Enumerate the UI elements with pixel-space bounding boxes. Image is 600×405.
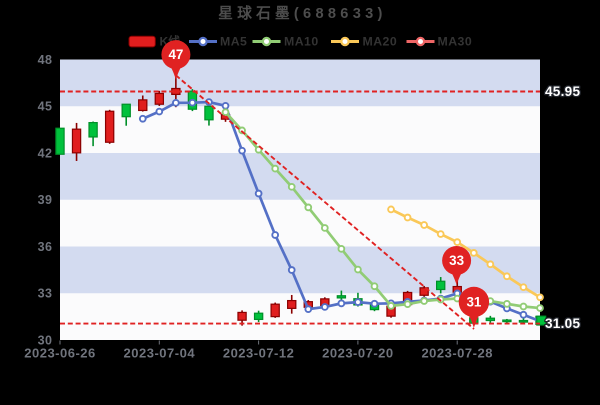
svg-text:MA5: MA5 (220, 35, 247, 49)
svg-text:47: 47 (168, 47, 183, 62)
svg-text:48: 48 (38, 53, 53, 67)
svg-text:30: 30 (38, 333, 53, 347)
svg-text:2023-07-20: 2023-07-20 (322, 346, 394, 361)
svg-text:33: 33 (449, 253, 464, 268)
svg-text:MA20: MA20 (363, 35, 398, 49)
svg-text:31: 31 (466, 295, 481, 310)
svg-text:33: 33 (38, 287, 53, 301)
svg-text:MA10: MA10 (284, 35, 319, 49)
svg-text:MA30: MA30 (438, 35, 473, 49)
svg-text:2023-07-28: 2023-07-28 (421, 346, 493, 361)
svg-text:2023-07-12: 2023-07-12 (223, 346, 295, 361)
svg-text:45.95: 45.95 (545, 84, 580, 99)
svg-text:2023-07-04: 2023-07-04 (124, 346, 196, 361)
svg-text:45: 45 (38, 100, 53, 114)
svg-text:2023-06-26: 2023-06-26 (24, 346, 96, 361)
svg-text:42: 42 (38, 146, 53, 160)
svg-text:星球石墨(688633): 星球石墨(688633) (218, 4, 386, 22)
svg-text:31.05: 31.05 (545, 316, 580, 331)
svg-text:36: 36 (38, 240, 53, 254)
svg-text:39: 39 (38, 193, 53, 207)
